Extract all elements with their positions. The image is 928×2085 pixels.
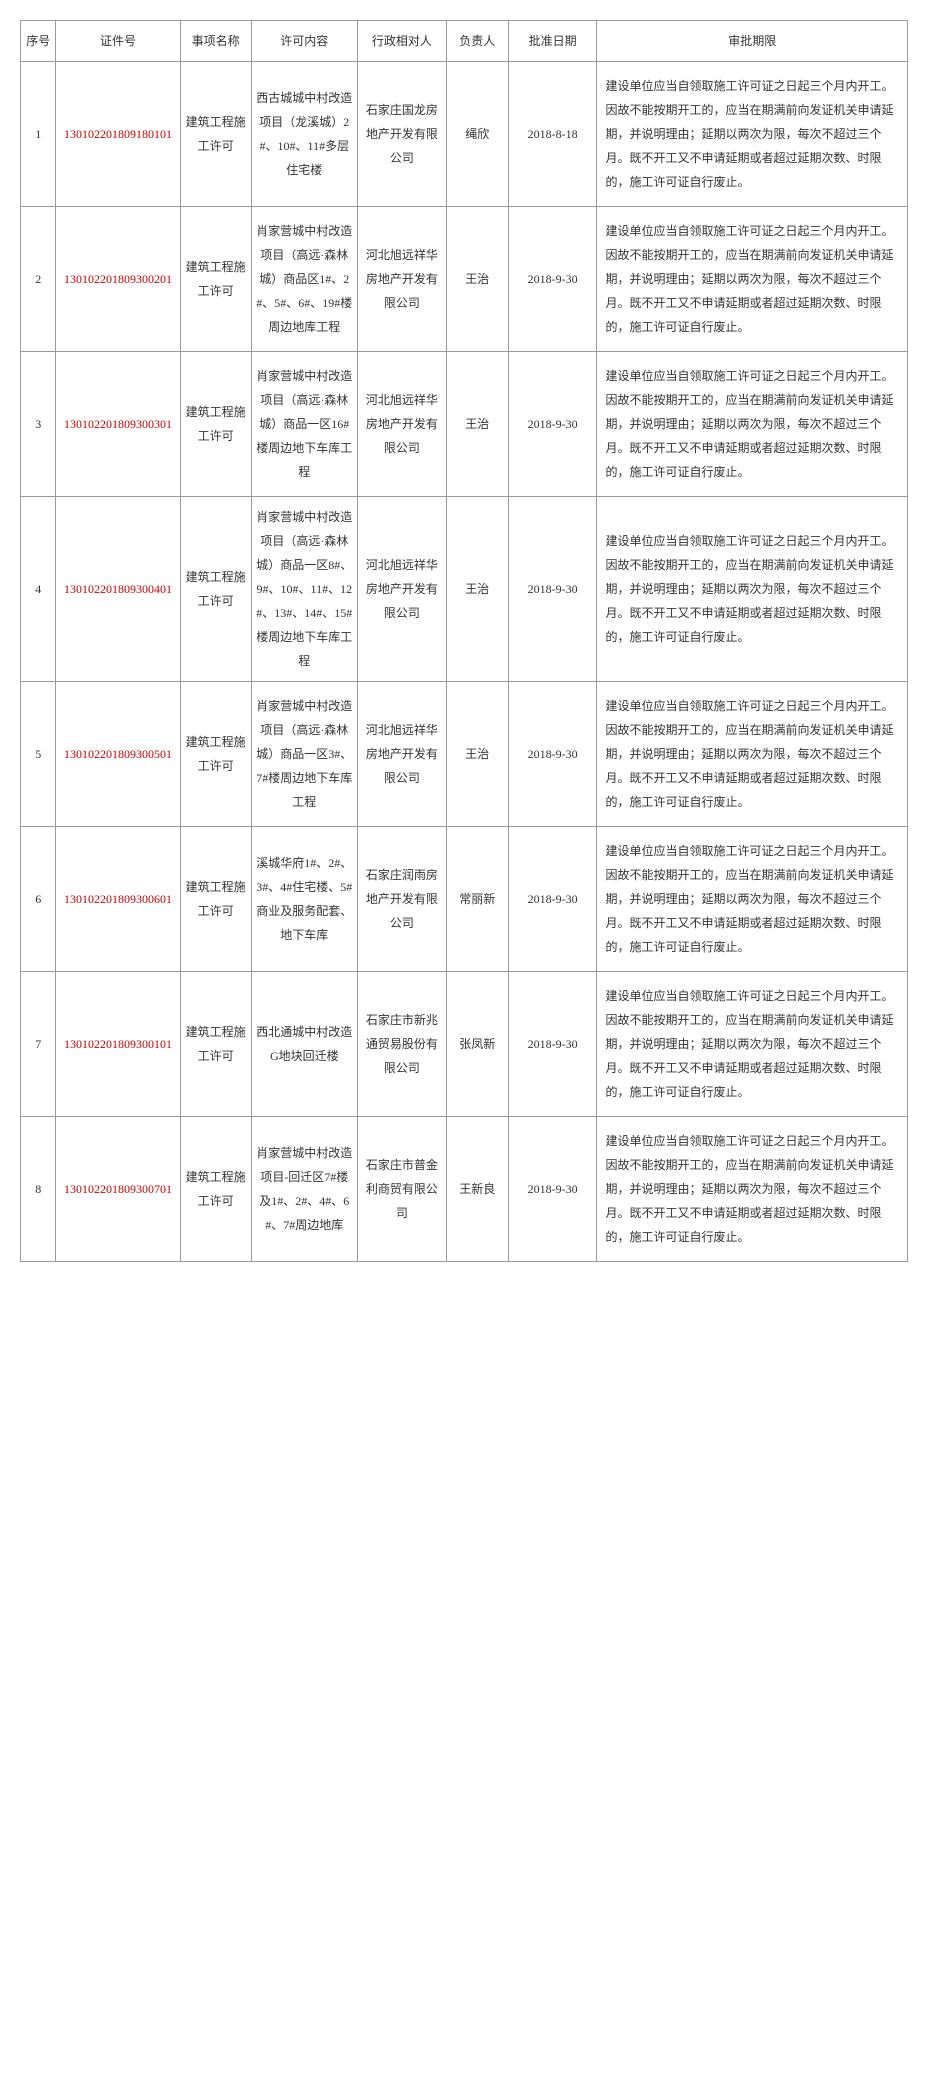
table-row: 6 130102201809300601 建筑工程施工许可溪城华府1#、2#、3#、… xyxy=(21,827,908,972)
header-date: 批准日期 xyxy=(508,21,597,62)
cell-permit: 肖家营城中村改造项目（高远·森林城）商品一区16#楼周边地下车库工程 xyxy=(251,352,357,497)
cell-permit: 肖家营城中村改造项目（高远·森林城）商品一区8#、9#、10#、11#、12#、… xyxy=(251,497,357,682)
header-permit: 许可内容 xyxy=(251,21,357,62)
cell-cert: 130102201809300201 xyxy=(56,207,180,352)
cell-party: 河北旭远祥华房地产开发有限公司 xyxy=(358,352,447,497)
permit-table-container: 序号 证件号 事项名称 许可内容 行政相对人 负责人 批准日期 审批期限 1 13… xyxy=(20,20,908,1262)
cell-deadline: 建设单位应当自领取施工许可证之日起三个月内开工。因故不能按期开工的，应当在期满前… xyxy=(597,497,908,682)
cell-person: 王治 xyxy=(446,207,508,352)
cell-date: 2018-9-30 xyxy=(508,827,597,972)
cell-date: 2018-9-30 xyxy=(508,352,597,497)
cell-deadline: 建设单位应当自领取施工许可证之日起三个月内开工。因故不能按期开工的，应当在期满前… xyxy=(597,207,908,352)
cell-deadline: 建设单位应当自领取施工许可证之日起三个月内开工。因故不能按期开工的，应当在期满前… xyxy=(597,972,908,1117)
cert-link[interactable]: 130102201809300701 xyxy=(64,1182,172,1196)
cert-link[interactable]: 130102201809180101 xyxy=(64,127,172,141)
cert-link[interactable]: 130102201809300501 xyxy=(64,747,172,761)
cell-cert: 130102201809180101 xyxy=(56,62,180,207)
cell-cert: 130102201809300501 xyxy=(56,682,180,827)
table-row: 1 130102201809180101 建筑工程施工许可西古城城中村改造项目（龙溪… xyxy=(21,62,908,207)
cell-person: 常丽新 xyxy=(446,827,508,972)
cell-matter: 建筑工程施工许可 xyxy=(180,682,251,827)
cell-matter: 建筑工程施工许可 xyxy=(180,352,251,497)
cell-party: 河北旭远祥华房地产开发有限公司 xyxy=(358,207,447,352)
cell-matter: 建筑工程施工许可 xyxy=(180,972,251,1117)
header-person: 负责人 xyxy=(446,21,508,62)
cell-cert: 130102201809300101 xyxy=(56,972,180,1117)
cell-date: 2018-8-18 xyxy=(508,62,597,207)
cell-person: 张凤新 xyxy=(446,972,508,1117)
header-party: 行政相对人 xyxy=(358,21,447,62)
cell-person: 王新良 xyxy=(446,1117,508,1262)
cell-seq: 6 xyxy=(21,827,56,972)
cell-deadline: 建设单位应当自领取施工许可证之日起三个月内开工。因故不能按期开工的，应当在期满前… xyxy=(597,62,908,207)
cell-seq: 4 xyxy=(21,497,56,682)
cell-date: 2018-9-30 xyxy=(508,1117,597,1262)
cell-cert: 130102201809300701 xyxy=(56,1117,180,1262)
cell-seq: 7 xyxy=(21,972,56,1117)
cell-seq: 8 xyxy=(21,1117,56,1262)
header-deadline: 审批期限 xyxy=(597,21,908,62)
cell-party: 河北旭远祥华房地产开发有限公司 xyxy=(358,682,447,827)
cell-party: 河北旭远祥华房地产开发有限公司 xyxy=(358,497,447,682)
cell-person: 王治 xyxy=(446,497,508,682)
cell-seq: 1 xyxy=(21,62,56,207)
cell-deadline: 建设单位应当自领取施工许可证之日起三个月内开工。因故不能按期开工的，应当在期满前… xyxy=(597,827,908,972)
cell-deadline: 建设单位应当自领取施工许可证之日起三个月内开工。因故不能按期开工的，应当在期满前… xyxy=(597,1117,908,1262)
cell-cert: 130102201809300401 xyxy=(56,497,180,682)
permit-table: 序号 证件号 事项名称 许可内容 行政相对人 负责人 批准日期 审批期限 1 13… xyxy=(20,20,908,1262)
table-row: 7 130102201809300101 建筑工程施工许可西北通城中村改造G地块回迁… xyxy=(21,972,908,1117)
header-cert: 证件号 xyxy=(56,21,180,62)
cell-seq: 5 xyxy=(21,682,56,827)
cell-date: 2018-9-30 xyxy=(508,497,597,682)
cert-link[interactable]: 130102201809300301 xyxy=(64,417,172,431)
cell-seq: 3 xyxy=(21,352,56,497)
cell-permit: 溪城华府1#、2#、3#、4#住宅楼、5#商业及服务配套、地下车库 xyxy=(251,827,357,972)
table-row: 5 130102201809300501 建筑工程施工许可肖家营城中村改造项目（高远… xyxy=(21,682,908,827)
table-header-row: 序号 证件号 事项名称 许可内容 行政相对人 负责人 批准日期 审批期限 xyxy=(21,21,908,62)
cert-link[interactable]: 130102201809300201 xyxy=(64,272,172,286)
cell-date: 2018-9-30 xyxy=(508,682,597,827)
cell-matter: 建筑工程施工许可 xyxy=(180,62,251,207)
table-row: 3 130102201809300301 建筑工程施工许可肖家营城中村改造项目（高远… xyxy=(21,352,908,497)
cell-party: 石家庄市新兆通贸易股份有限公司 xyxy=(358,972,447,1117)
cell-party: 石家庄润雨房地产开发有限公司 xyxy=(358,827,447,972)
cell-date: 2018-9-30 xyxy=(508,972,597,1117)
cell-date: 2018-9-30 xyxy=(508,207,597,352)
cell-permit: 肖家营城中村改造项目（高远·森林城）商品区1#、2#、5#、6#、19#楼周边地… xyxy=(251,207,357,352)
cert-link[interactable]: 130102201809300401 xyxy=(64,582,172,596)
cell-person: 王治 xyxy=(446,352,508,497)
cell-seq: 2 xyxy=(21,207,56,352)
cell-matter: 建筑工程施工许可 xyxy=(180,827,251,972)
cell-party: 石家庄市普金利商贸有限公司 xyxy=(358,1117,447,1262)
table-body: 1130102201809180101建筑工程施工许可西古城城中村改造项目（龙溪… xyxy=(21,62,908,1262)
cell-permit: 西古城城中村改造项目（龙溪城）2#、10#、11#多层住宅楼 xyxy=(251,62,357,207)
cell-party: 石家庄国龙房地产开发有限公司 xyxy=(358,62,447,207)
cell-permit: 肖家营城中村改造项目（高远·森林城）商品一区3#、7#楼周边地下车库工程 xyxy=(251,682,357,827)
cell-matter: 建筑工程施工许可 xyxy=(180,1117,251,1262)
table-row: 2 130102201809300201 建筑工程施工许可肖家营城中村改造项目（高远… xyxy=(21,207,908,352)
cell-matter: 建筑工程施工许可 xyxy=(180,207,251,352)
cell-deadline: 建设单位应当自领取施工许可证之日起三个月内开工。因故不能按期开工的，应当在期满前… xyxy=(597,352,908,497)
cell-person: 绳欣 xyxy=(446,62,508,207)
header-seq: 序号 xyxy=(21,21,56,62)
table-row: 4 130102201809300401 建筑工程施工许可肖家营城中村改造项目（高远… xyxy=(21,497,908,682)
cell-person: 王治 xyxy=(446,682,508,827)
cell-cert: 130102201809300601 xyxy=(56,827,180,972)
table-row: 8 130102201809300701 建筑工程施工许可肖家营城中村改造项目-回迁… xyxy=(21,1117,908,1262)
cert-link[interactable]: 130102201809300101 xyxy=(64,1037,172,1051)
cell-deadline: 建设单位应当自领取施工许可证之日起三个月内开工。因故不能按期开工的，应当在期满前… xyxy=(597,682,908,827)
cell-cert: 130102201809300301 xyxy=(56,352,180,497)
cell-permit: 西北通城中村改造G地块回迁楼 xyxy=(251,972,357,1117)
cell-permit: 肖家营城中村改造项目-回迁区7#楼及1#、2#、4#、6#、7#周边地库 xyxy=(251,1117,357,1262)
cert-link[interactable]: 130102201809300601 xyxy=(64,892,172,906)
cell-matter: 建筑工程施工许可 xyxy=(180,497,251,682)
header-matter: 事项名称 xyxy=(180,21,251,62)
